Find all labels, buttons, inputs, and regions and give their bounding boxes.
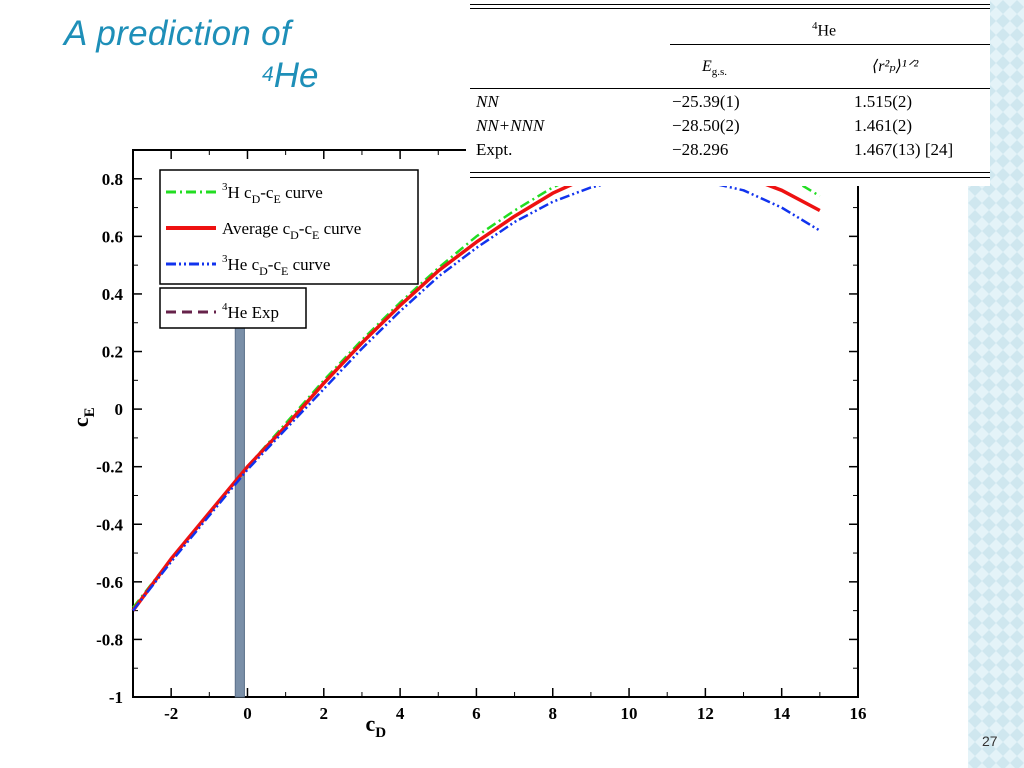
table-cell-rp: 1.515(2) xyxy=(854,92,913,111)
table-col-rp: ⟨r²ₚ⟩¹ᐟ² xyxy=(872,58,919,75)
x-tick-label: 2 xyxy=(320,704,329,723)
table-row-label: Expt. xyxy=(476,140,513,159)
table-row-label: NN+NNN xyxy=(476,116,545,135)
y-tick-label: -0.8 xyxy=(96,630,123,649)
legend-label-0: 3H cD-cE curve xyxy=(222,181,323,206)
legend-label-1: Average cD-cE curve xyxy=(222,219,361,242)
slide-title-line1: A prediction of xyxy=(64,14,291,53)
x-axis-label: cD xyxy=(366,711,387,741)
legend-label-2: 3He cD-cE curve xyxy=(222,253,330,278)
slide-title-line2: 4He xyxy=(262,56,318,96)
y-axis-label: cE xyxy=(68,407,98,427)
x-tick-label: -2 xyxy=(164,704,178,723)
y-tick-label: 0.4 xyxy=(102,285,124,304)
table-rule-mid xyxy=(470,88,990,89)
y-tick-label: 0.2 xyxy=(102,343,123,362)
table-cell-egs: −28.296 xyxy=(672,140,729,159)
y-tick-label: 0 xyxy=(115,400,124,419)
title-superscript: 4 xyxy=(262,63,274,86)
x-tick-label: 14 xyxy=(773,704,791,723)
y-tick-label: -0.6 xyxy=(96,573,123,592)
x-tick-label: 10 xyxy=(621,704,638,723)
x-tick-label: 8 xyxy=(548,704,557,723)
x-tick-label: 16 xyxy=(850,704,867,723)
y-tick-label: 0.8 xyxy=(102,170,123,189)
table-cell-egs: −28.50(2) xyxy=(672,116,740,135)
table-row-label: NN xyxy=(476,92,499,111)
title-element: He xyxy=(273,56,319,95)
table-cell-egs: −25.39(1) xyxy=(672,92,740,111)
table-cell-rp: 1.461(2) xyxy=(854,116,913,135)
y-tick-label: -1 xyxy=(109,688,123,707)
table-col-egs: Eg.s. xyxy=(702,58,728,79)
table-rule-bottom xyxy=(470,172,990,173)
table-rule-top xyxy=(470,4,990,5)
x-tick-label: 6 xyxy=(472,704,481,723)
x-tick-label: 4 xyxy=(396,704,405,723)
legend-label-3: 4He Exp xyxy=(222,301,279,322)
y-tick-label: 0.6 xyxy=(102,227,123,246)
he4-results-table: 4He Eg.s. ⟨r²ₚ⟩¹ᐟ² NN −25.39(1) 1.515(2)… xyxy=(466,0,990,186)
x-tick-label: 0 xyxy=(243,704,252,723)
y-tick-label: -0.2 xyxy=(96,458,123,477)
y-tick-label: -0.4 xyxy=(96,515,123,534)
exp-band xyxy=(234,307,245,698)
table-rule-top2 xyxy=(470,8,990,9)
legend-box-exp xyxy=(159,287,307,329)
table-cell-rp: 1.467(13) [24] xyxy=(854,140,954,159)
x-tick-label: 12 xyxy=(697,704,714,723)
slide-number: 27 xyxy=(982,733,998,749)
table-rule-bottom2 xyxy=(470,177,990,178)
table-group-header: 4He xyxy=(812,20,837,40)
table-rule-group xyxy=(670,44,990,45)
